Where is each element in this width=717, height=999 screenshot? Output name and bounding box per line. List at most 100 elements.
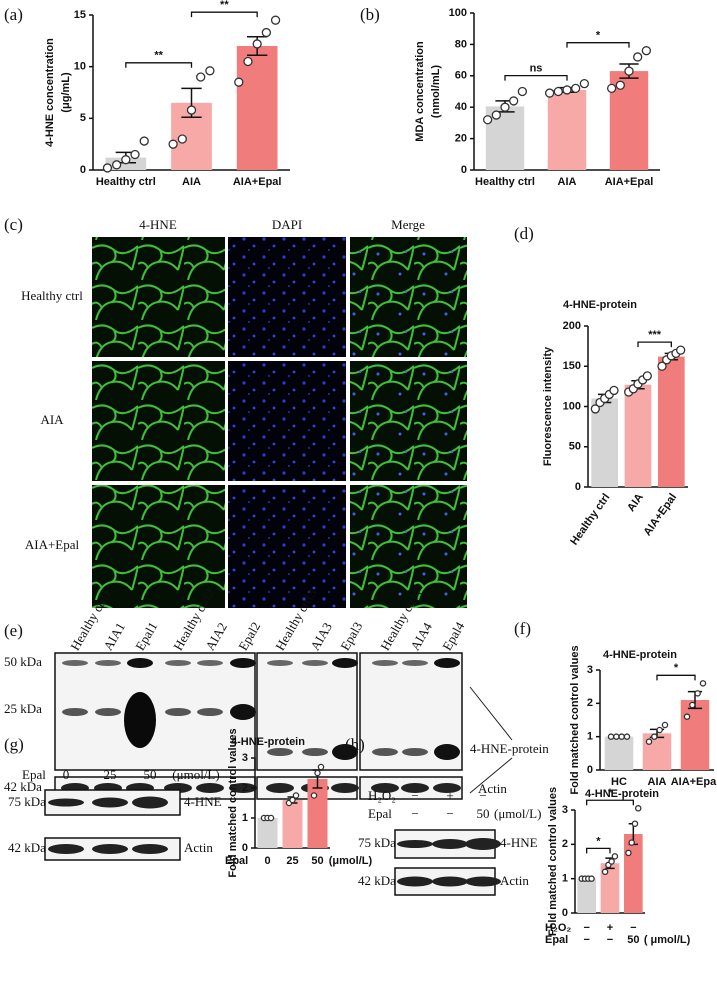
data-point [292, 792, 300, 799]
lane-label: AIA1 [100, 620, 128, 653]
band [165, 708, 191, 716]
data-point [562, 85, 572, 95]
band [230, 658, 256, 668]
band [92, 797, 128, 808]
y-tick-label: 200 [563, 320, 581, 332]
y-axis-label: 4-HNE concentration [44, 38, 56, 147]
panel-label: (c) [4, 215, 23, 234]
x-tick-label: AIA+Epal [641, 492, 679, 539]
significance-bracket [190, 11, 258, 18]
lane-label: AIA2 [202, 620, 230, 653]
panel-label: (g) [4, 735, 24, 754]
band [332, 658, 358, 668]
significance-bracket [566, 42, 630, 48]
data-point [196, 72, 206, 82]
column-header: 4-HNE [139, 217, 177, 232]
condition-value: + [446, 788, 453, 803]
y-tick-label: 0 [562, 907, 568, 919]
y-tick-label: 80 [455, 38, 467, 50]
bar [624, 384, 652, 487]
bar [642, 733, 672, 770]
data-point [261, 27, 272, 38]
condition-name: Epal [368, 806, 392, 821]
panel-label: (f) [514, 619, 531, 638]
data-point [102, 163, 113, 173]
data-point [607, 733, 615, 740]
band [397, 876, 433, 887]
y-tick-label: 150 [563, 360, 581, 372]
data-point [121, 155, 131, 165]
band [62, 708, 88, 716]
condition-value: − [446, 806, 453, 821]
column-header: DAPI [272, 217, 302, 232]
data-point [491, 110, 501, 120]
data-point [611, 853, 619, 860]
y-tick-label: 15 [74, 9, 86, 21]
band [196, 783, 224, 793]
bar [307, 779, 328, 848]
condition-value: − [479, 788, 486, 803]
y-tick-label: 20 [455, 133, 467, 145]
condition-name: Epal [545, 934, 568, 946]
band-label: Actin [184, 840, 213, 855]
band [302, 660, 328, 666]
data-point [657, 361, 667, 371]
data-point [645, 738, 653, 745]
band [371, 783, 399, 793]
band-label: 4-HNE-protein [470, 741, 549, 756]
panel-label: (b) [360, 5, 380, 24]
data-point [177, 134, 187, 144]
unit-label: (μmol/L) [494, 806, 541, 821]
chart-title: 4-HNE-protein [231, 736, 305, 748]
data-point [553, 86, 563, 97]
y-tick-label: 5 [80, 112, 86, 124]
band [432, 876, 468, 887]
data-point [205, 66, 215, 76]
data-point [601, 868, 609, 876]
chart-title: 4-HNE-protein [585, 788, 659, 800]
significance-bracket [504, 75, 568, 81]
x-tick-label: AIA+Epal [605, 176, 654, 188]
marker-label: 75 kDa [8, 794, 46, 809]
y-axis-label: Fluorescence intensity [542, 346, 554, 466]
data-point [267, 814, 275, 822]
condition-value: 0 [264, 855, 270, 867]
y-axis-label: Fold matched control values [569, 645, 581, 794]
band [92, 844, 128, 854]
lane-label: Epal4 [439, 619, 467, 653]
y-axis-label: (nmol/mL) [430, 65, 442, 118]
condition-value: − [630, 922, 636, 934]
band [372, 748, 398, 756]
lane-label: Epal3 [337, 619, 365, 653]
row-label: AIA+Epal [25, 537, 80, 552]
dose-label: 25 [104, 767, 117, 782]
y-tick-label: 0 [242, 842, 248, 854]
data-point [625, 849, 632, 857]
data-point [310, 792, 318, 799]
condition-value: 50 [627, 934, 639, 946]
bar [577, 878, 596, 913]
condition-value: + [607, 922, 613, 934]
bar [600, 863, 620, 913]
band [372, 660, 398, 666]
unit-label: ( μmol/L) [644, 934, 691, 946]
x-tick-label: Healthy ctrl [475, 176, 535, 188]
band [197, 660, 223, 666]
band [132, 796, 168, 809]
band [331, 783, 359, 793]
panel-label: (a) [4, 5, 23, 24]
data-point [634, 805, 642, 812]
band [402, 748, 428, 756]
y-axis-label: Fold matched control values [227, 728, 239, 877]
bar [257, 818, 278, 848]
micrograph [92, 237, 225, 357]
data-point [571, 83, 581, 94]
unit-label: (μmol/L) [172, 767, 219, 782]
micrograph [350, 485, 467, 608]
bar [604, 736, 634, 770]
data-point [168, 139, 178, 149]
band-label: Actin [478, 781, 507, 796]
y-tick-label: 40 [455, 101, 467, 113]
pointer-line [469, 686, 513, 741]
